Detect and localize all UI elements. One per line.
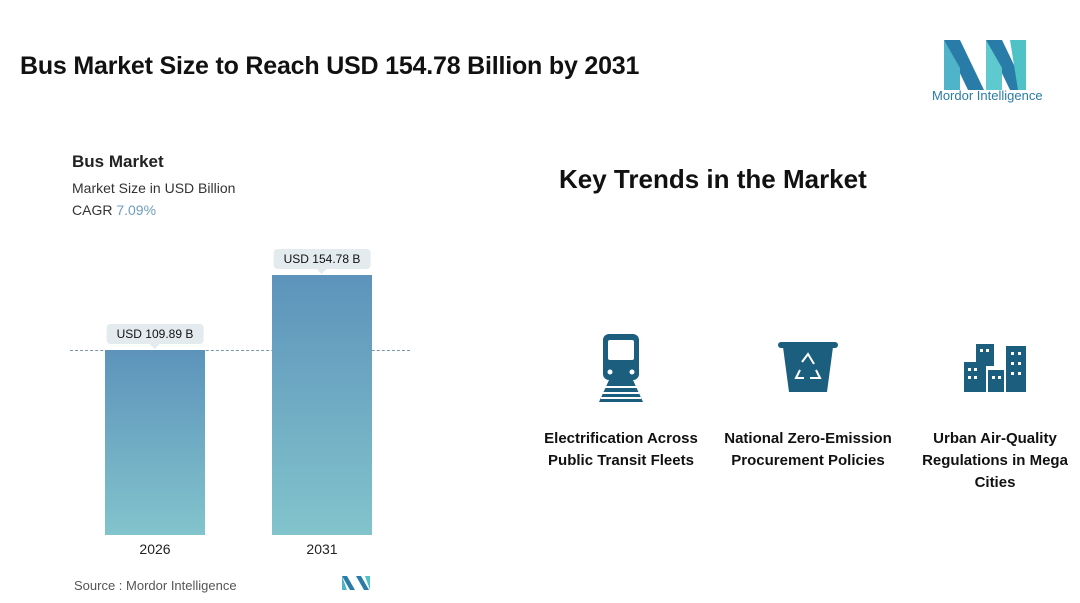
reference-line [70,350,410,351]
logo-text: Mordor Intelligence [932,88,1043,103]
chart-subtitle: Market Size in USD Billion [72,180,236,196]
chart-title: Bus Market [72,152,164,171]
bar-2026 [105,350,205,535]
city-buildings-icon [964,344,1026,392]
train-icon [599,334,643,402]
source-text: Source : Mordor Intelligence [74,578,237,593]
recycle-bin-icon [778,342,838,392]
data-label: USD 109.89 B [106,324,204,350]
trends-title: Key Trends in the Market [559,164,867,194]
trend-air-quality: Urban Air-Quality Regulations in Mega Ci… [922,430,1068,491]
trend-zero-emission: National Zero-Emission Procurement Polic… [724,430,892,469]
mordor-logo [944,40,1026,90]
trend-electrification: Electrification Across Public Transit Fl… [544,430,698,469]
bar-2031 [272,274,372,535]
cagr: CAGR 7.09% [72,202,156,218]
cagr-label: CAGR [72,202,113,218]
x-tick-label: 2026 [139,541,171,557]
page-title: Bus Market Size to Reach USD 154.78 Bill… [20,52,640,80]
data-label: USD 154.78 B [273,248,371,274]
x-tick-label: 2031 [306,541,338,557]
mini-logo-icon [342,576,370,590]
cagr-value: 7.09% [116,202,157,218]
